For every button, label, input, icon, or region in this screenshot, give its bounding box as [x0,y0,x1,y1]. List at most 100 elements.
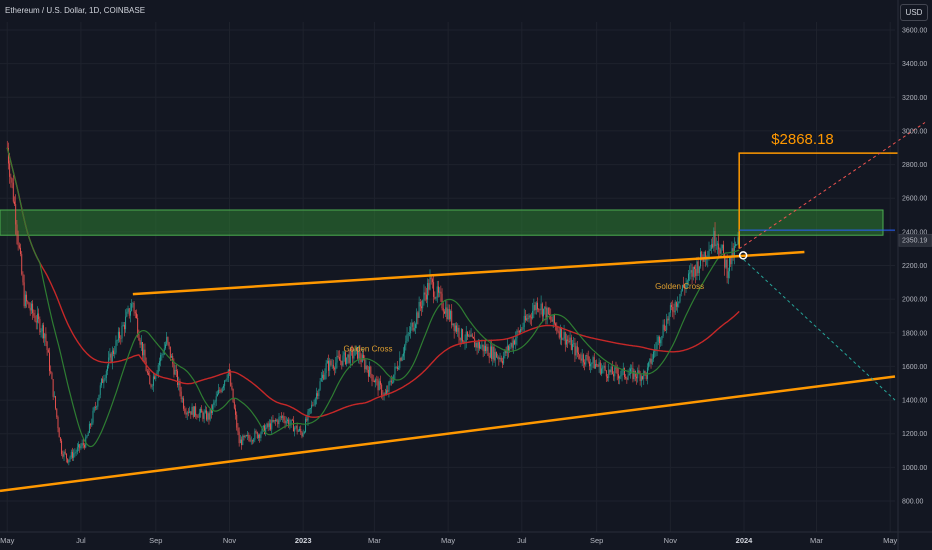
candle-body [162,354,164,356]
candle-body [249,438,251,442]
candle-body [640,376,642,382]
candle-body [26,294,28,302]
x-tick-label: May [0,536,14,545]
candle-body [611,366,613,375]
candle-body [623,368,625,377]
candle-body [213,402,215,406]
candle-body [418,301,420,318]
candle-body [689,272,691,274]
candle-body [559,327,561,338]
candle-body [476,342,478,348]
candle-body [510,342,512,347]
candle-body [128,308,130,316]
candle-body [400,358,402,361]
candle-body [148,372,150,375]
candle-body [492,346,494,360]
candle-body [509,346,511,351]
candle-body [678,301,680,304]
candle-body [568,340,570,343]
candle-body [61,440,63,455]
candle-body [514,340,515,345]
candle-body [265,427,267,434]
candle-body [129,311,131,316]
candle-body [646,367,648,380]
resistance-trendline [132,250,805,296]
candle-body [165,344,166,349]
candle-body [495,351,497,358]
candle-body [410,326,412,334]
candle-body [194,406,195,417]
candle-body [290,419,292,424]
candle-body [299,428,300,431]
candle-body [10,176,12,179]
candle-body [614,367,616,377]
candle-body [23,282,25,307]
candle-body [203,412,205,419]
candle-body [550,314,552,320]
candle-body [402,353,404,357]
candle-body [526,318,528,321]
candle-body [524,315,526,321]
candle-body [656,341,658,350]
candle-body [62,454,64,457]
candle-body [335,362,337,370]
candle-body [683,285,685,287]
candle-body [532,310,534,319]
currency-selector-button[interactable]: USD [900,4,928,21]
candle-body [319,381,321,390]
candle-body [416,312,418,325]
candle-body [541,303,543,317]
candle-body [446,307,448,320]
candle-body [602,367,604,369]
candle-body [607,376,608,378]
candle-body [704,251,706,260]
candle-body [355,347,357,350]
current-price-tag [898,233,932,247]
candle-body [457,327,459,332]
candle-body [91,422,93,426]
candle-body [363,354,365,360]
candle-body [313,404,315,406]
candle-body [348,354,350,363]
candle-body [158,361,160,366]
candle-body [570,337,572,350]
candle-body [216,394,218,397]
candle-body [324,373,326,380]
candle-body [173,363,175,375]
candle-body [255,431,257,433]
candle-body [566,339,567,345]
y-tick-label: 2000.00 [902,297,927,304]
candle-body [392,382,393,383]
candle-body [43,325,44,339]
candle-body [78,444,79,448]
candle-body [371,374,373,381]
candle-body [454,325,456,331]
candle-body [677,303,679,307]
candle-body [280,416,282,418]
candle-body [151,385,153,387]
candle-body [282,416,284,418]
candle-body [49,352,50,372]
candle-body [86,435,88,438]
candle-body [401,356,403,361]
candle-body [172,356,174,364]
candle-body [184,408,186,414]
candle-body [243,435,245,438]
candle-body [413,327,415,331]
candle-body [486,346,488,352]
candle-body [231,385,233,389]
candle-body [537,302,538,310]
y-tick-label: 3200.00 [902,95,927,102]
candle-body [146,371,148,373]
candle-body [669,305,671,313]
candle-body [373,381,375,383]
candle-body [300,428,302,433]
candle-body [97,400,99,407]
candle-body [40,331,42,333]
candle-body [544,306,546,309]
candle-body [659,336,660,344]
candle-body [30,303,32,311]
candle-body [64,451,66,454]
